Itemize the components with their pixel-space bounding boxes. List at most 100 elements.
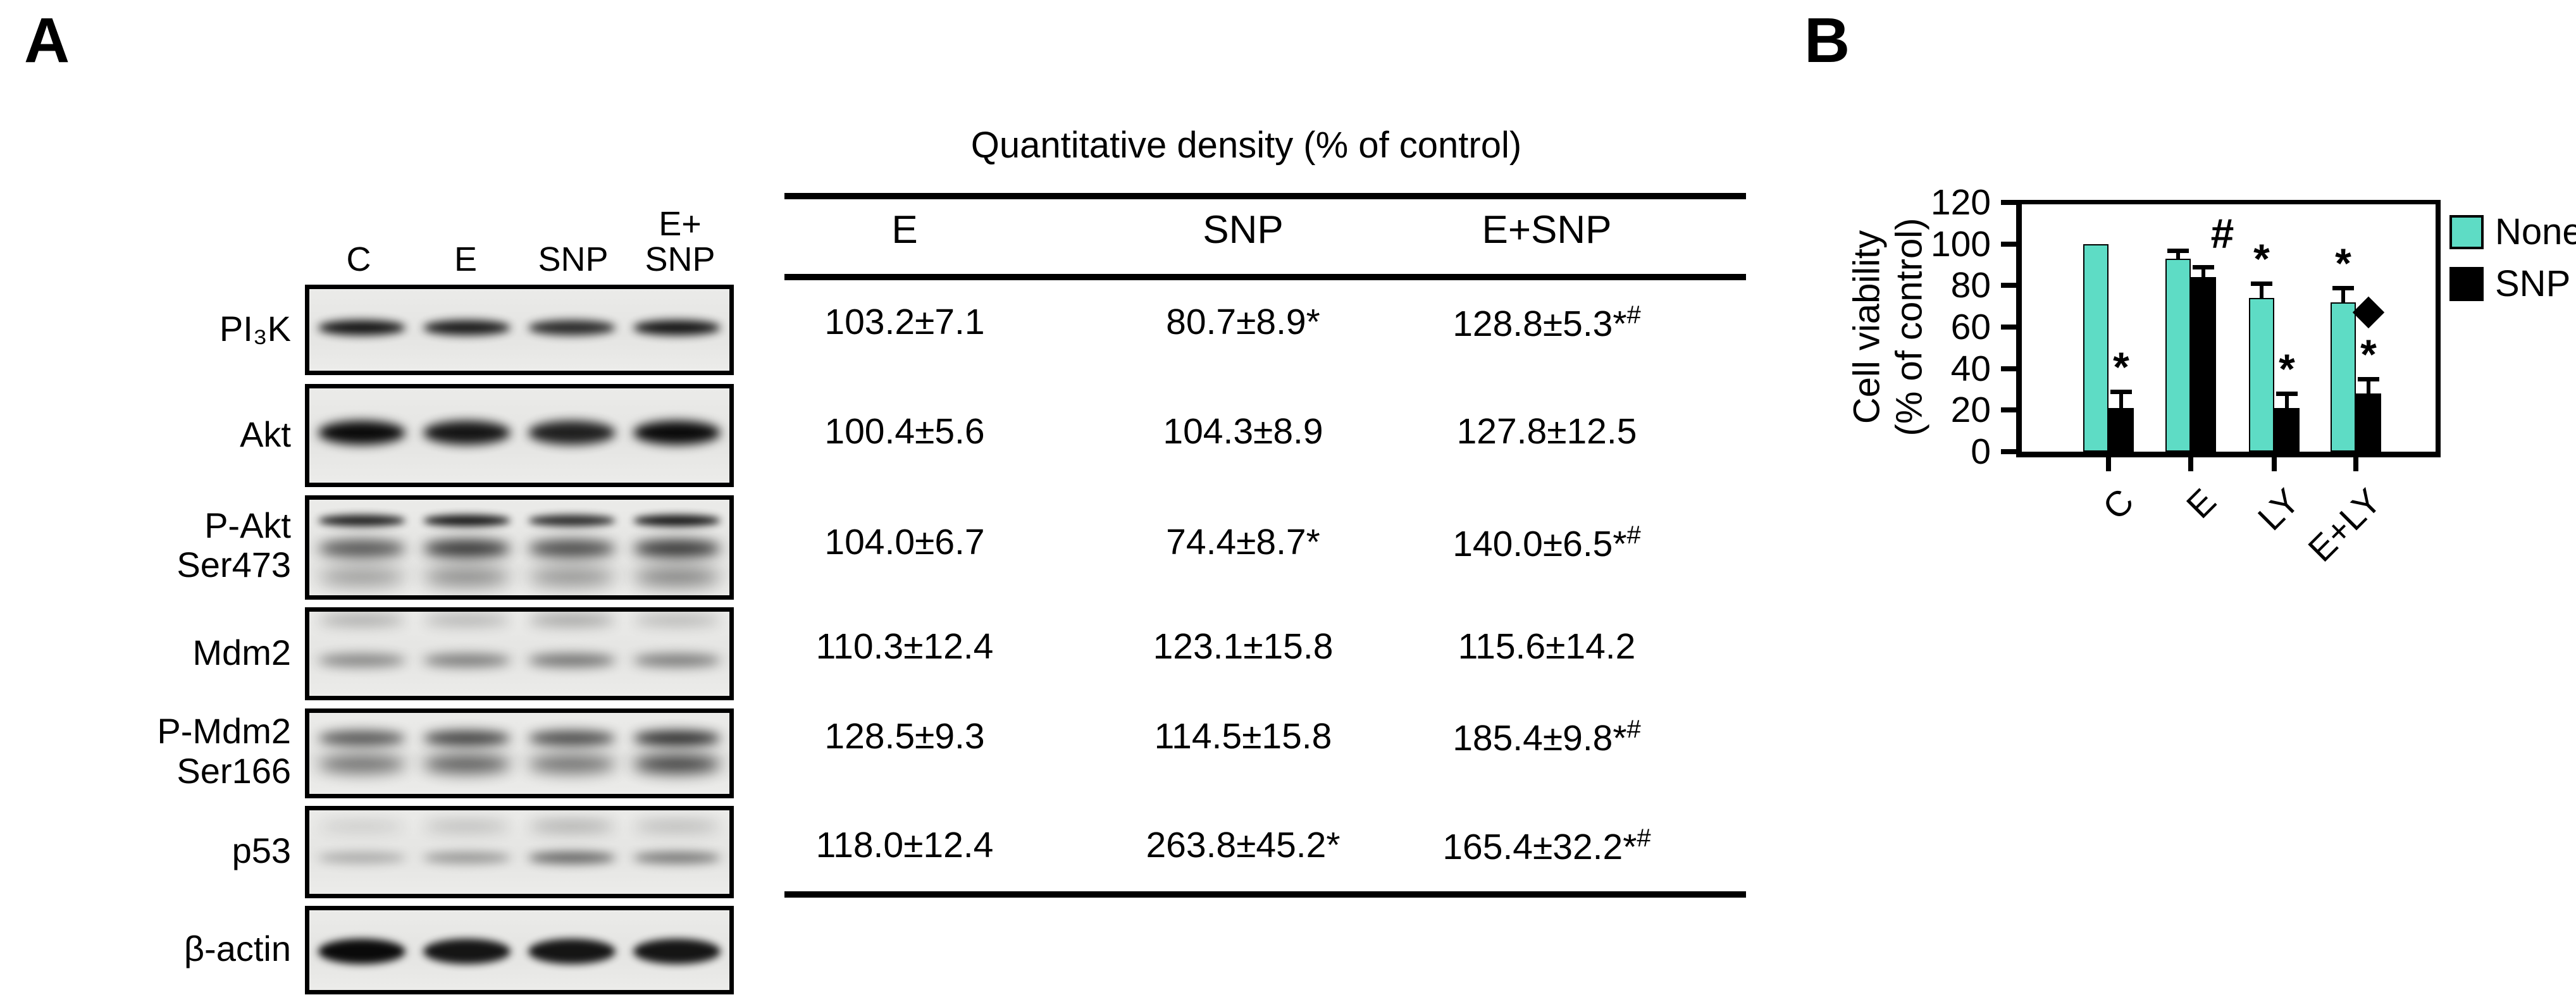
table-cell-r1c3: 128.8±5.3*# [1452, 301, 1641, 344]
blot-band [318, 653, 406, 667]
y-tick [2001, 449, 2016, 454]
blot-band [423, 515, 511, 527]
y-tick-label-60: 60 [1950, 307, 1991, 347]
significance-mark-hash: # [2210, 210, 2234, 257]
y-tick-label-20: 20 [1950, 390, 1991, 431]
blot-label-mdm2: Mdm2 [192, 632, 291, 672]
blot-band [633, 939, 721, 965]
blot-band [528, 852, 616, 863]
error-bar [2367, 381, 2370, 394]
x-axis-line [2016, 452, 2441, 457]
blot-band [318, 515, 406, 527]
blot-band [633, 822, 721, 831]
blot-band [318, 822, 406, 831]
y-axis-line [2016, 200, 2022, 457]
significance-mark-asterisk: * [2279, 345, 2295, 393]
y-tick [2001, 325, 2016, 330]
y-tick-label-120: 120 [1930, 182, 1991, 223]
y-tick-label-80: 80 [1950, 265, 1991, 306]
error-bar-cap [2358, 377, 2379, 382]
error-bar-cap [2110, 390, 2132, 395]
blot-band [528, 420, 616, 445]
table-cell-r6c1: 118.0±12.4 [815, 825, 994, 865]
blot-band [318, 420, 406, 445]
blot-band [528, 939, 616, 965]
blot-band [423, 653, 511, 667]
blot-band [633, 320, 721, 336]
legend-label-none: None [2495, 211, 2576, 252]
table-cell-r2c3: 127.8±12.5 [1456, 411, 1637, 452]
blot-label-p53: p53 [232, 831, 291, 870]
lane-label-c: C [346, 240, 371, 278]
y-tick [2001, 407, 2016, 413]
legend-swatch-snp [2449, 267, 2484, 301]
x-category-label-e: E [2178, 481, 2224, 526]
error-bar-cap [2251, 281, 2272, 287]
blot-band [528, 731, 616, 746]
blot-image-akt [305, 384, 734, 487]
table-cell-superscript: # [1626, 521, 1641, 549]
blot-band [318, 731, 406, 746]
blot-band [528, 653, 616, 667]
error-bar [2119, 393, 2123, 409]
x-tick [2188, 457, 2193, 471]
y-tick-label-40: 40 [1950, 348, 1991, 389]
blot-band [633, 568, 721, 585]
blot-band [633, 755, 721, 773]
bar-snp-ly [2274, 408, 2300, 452]
blot-band [318, 939, 406, 965]
bar-none-ly [2249, 298, 2274, 452]
panel-a-western-blots: C E SNP E+ SNP PI₃K Akt P-Akt Ser473 Mdm2 P-Mdm2… [157, 125, 1746, 994]
blot-band [423, 755, 511, 773]
blot-label-pi-k: PI₃K [219, 308, 291, 349]
table-cell-r5c3: 185.4±9.8*# [1452, 715, 1641, 758]
blot-band [528, 515, 616, 527]
error-bar [2341, 289, 2345, 302]
significance-mark-diamond: ◆ [2352, 285, 2385, 333]
y-tick [2001, 366, 2016, 371]
y-tick [2001, 283, 2016, 288]
blot-band [528, 540, 616, 558]
blot-band [318, 568, 406, 585]
blot-band [633, 515, 721, 527]
x-tick [2106, 457, 2111, 471]
table-cell-r6c3: 165.4±32.2*# [1442, 824, 1651, 867]
blot-band [633, 852, 721, 863]
blot-band [633, 420, 721, 445]
blot-band [423, 540, 511, 558]
blot-image-p-akt-ser473 [305, 495, 734, 600]
table-cell-superscript: # [1637, 824, 1651, 852]
legend-item-snp: SNP [2449, 266, 2570, 302]
significance-mark-asterisk: * [2335, 239, 2351, 287]
blot-band [423, 420, 511, 445]
x-category-label-c: C [2095, 481, 2141, 528]
blot-band [318, 755, 406, 773]
error-bar [2260, 285, 2263, 299]
legend-swatch-none [2449, 215, 2484, 249]
blot-band [423, 320, 511, 336]
y-tick-label-0: 0 [1971, 431, 1991, 472]
table-cell-r1c1: 103.2±7.1 [824, 302, 985, 342]
blot-band [423, 852, 511, 863]
panel-b-label: B [1804, 5, 1850, 76]
blot-label-akt: Akt [240, 414, 291, 454]
table-cell-r5c1: 128.5±9.3 [824, 716, 985, 757]
x-tick [2353, 457, 2358, 471]
table-rule-bottom [784, 891, 1746, 898]
panel-b-bar-chart: 0 20 40 60 80 100 120 * * * # * * ◆ C E LY E+LY [1784, 0, 2576, 1002]
error-bar [2201, 269, 2205, 278]
bar-none-e-ly [2331, 302, 2356, 452]
lane-label-e-snp: E+ SNP [645, 204, 715, 278]
blot-band [423, 568, 511, 585]
table-rule-header [784, 274, 1746, 280]
error-bar-cap [2276, 392, 2298, 397]
blot-band [633, 615, 721, 626]
blot-band [528, 568, 616, 585]
blot-image-p-mdm2-ser166 [305, 708, 734, 798]
table-cell-r2c2: 104.3±8.9 [1163, 411, 1323, 452]
legend-item-none: None [2449, 214, 2576, 250]
blot-image--actin [305, 906, 734, 994]
table-cell-r1c2: 80.7±8.9* [1166, 302, 1320, 342]
plot-top-border [2016, 200, 2441, 204]
table-cell-superscript: # [1626, 301, 1641, 329]
